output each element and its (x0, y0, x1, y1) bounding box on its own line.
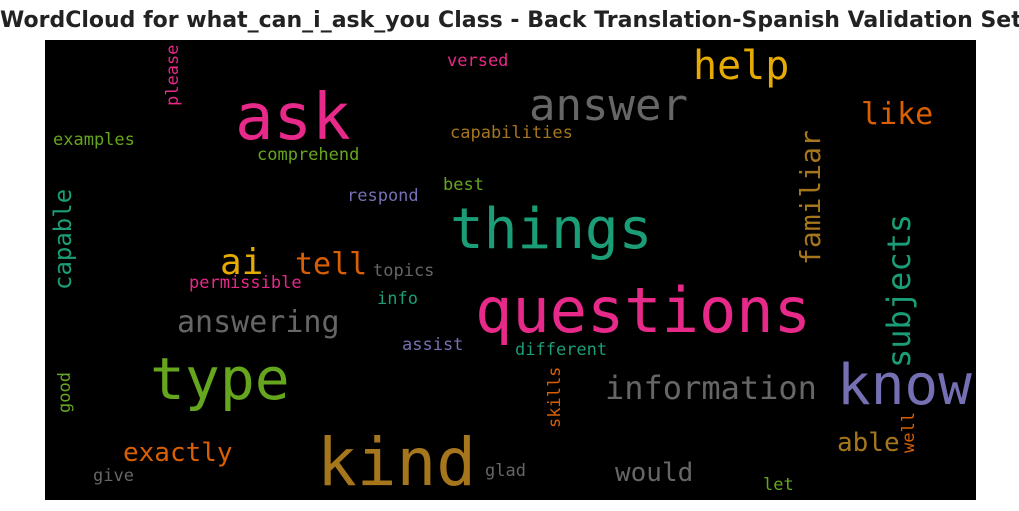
word-please: please (163, 44, 183, 106)
word-different: different (515, 340, 608, 360)
word-information: information (605, 369, 817, 407)
word-assist: assist (402, 335, 464, 355)
word-capable: capable (49, 188, 77, 290)
word-subjects: subjects (880, 213, 918, 368)
word-ai: ai (220, 242, 264, 283)
word-capabilities: capabilities (450, 123, 573, 143)
word-know: know (837, 353, 972, 418)
word-let: let (763, 475, 794, 495)
word-things: things (450, 197, 653, 262)
word-glad: glad (485, 461, 526, 481)
word-permissible: permissible (189, 273, 302, 293)
word-exactly: exactly (123, 438, 233, 468)
word-topics: topics (373, 261, 435, 281)
figure-title: WordCloud for what_can_i_ask_you Class -… (0, 8, 1019, 33)
word-cloud-canvas: ask answer help like versed please examp… (45, 40, 976, 500)
word-comprehend: comprehend (257, 145, 360, 165)
word-best: best (443, 175, 484, 195)
word-able: able (837, 428, 900, 458)
word-examples: examples (53, 130, 135, 150)
word-like: like (861, 97, 934, 132)
word-info: info (377, 289, 418, 309)
word-answering: answering (177, 305, 340, 340)
word-skills: skills (545, 366, 565, 428)
word-well: well (899, 412, 919, 453)
word-good: good (55, 372, 75, 413)
word-questions: questions (475, 274, 811, 347)
word-answer: answer (529, 80, 688, 131)
word-would: would (615, 458, 694, 488)
word-familiar: familiar (794, 130, 827, 265)
word-type: type (150, 345, 290, 413)
word-kind: kind (317, 424, 476, 500)
word-tell: tell (295, 247, 368, 282)
word-ask: ask (235, 81, 351, 155)
word-help: help (693, 43, 790, 89)
word-respond: respond (347, 186, 419, 206)
word-give: give (93, 466, 134, 486)
word-versed: versed (447, 51, 509, 71)
